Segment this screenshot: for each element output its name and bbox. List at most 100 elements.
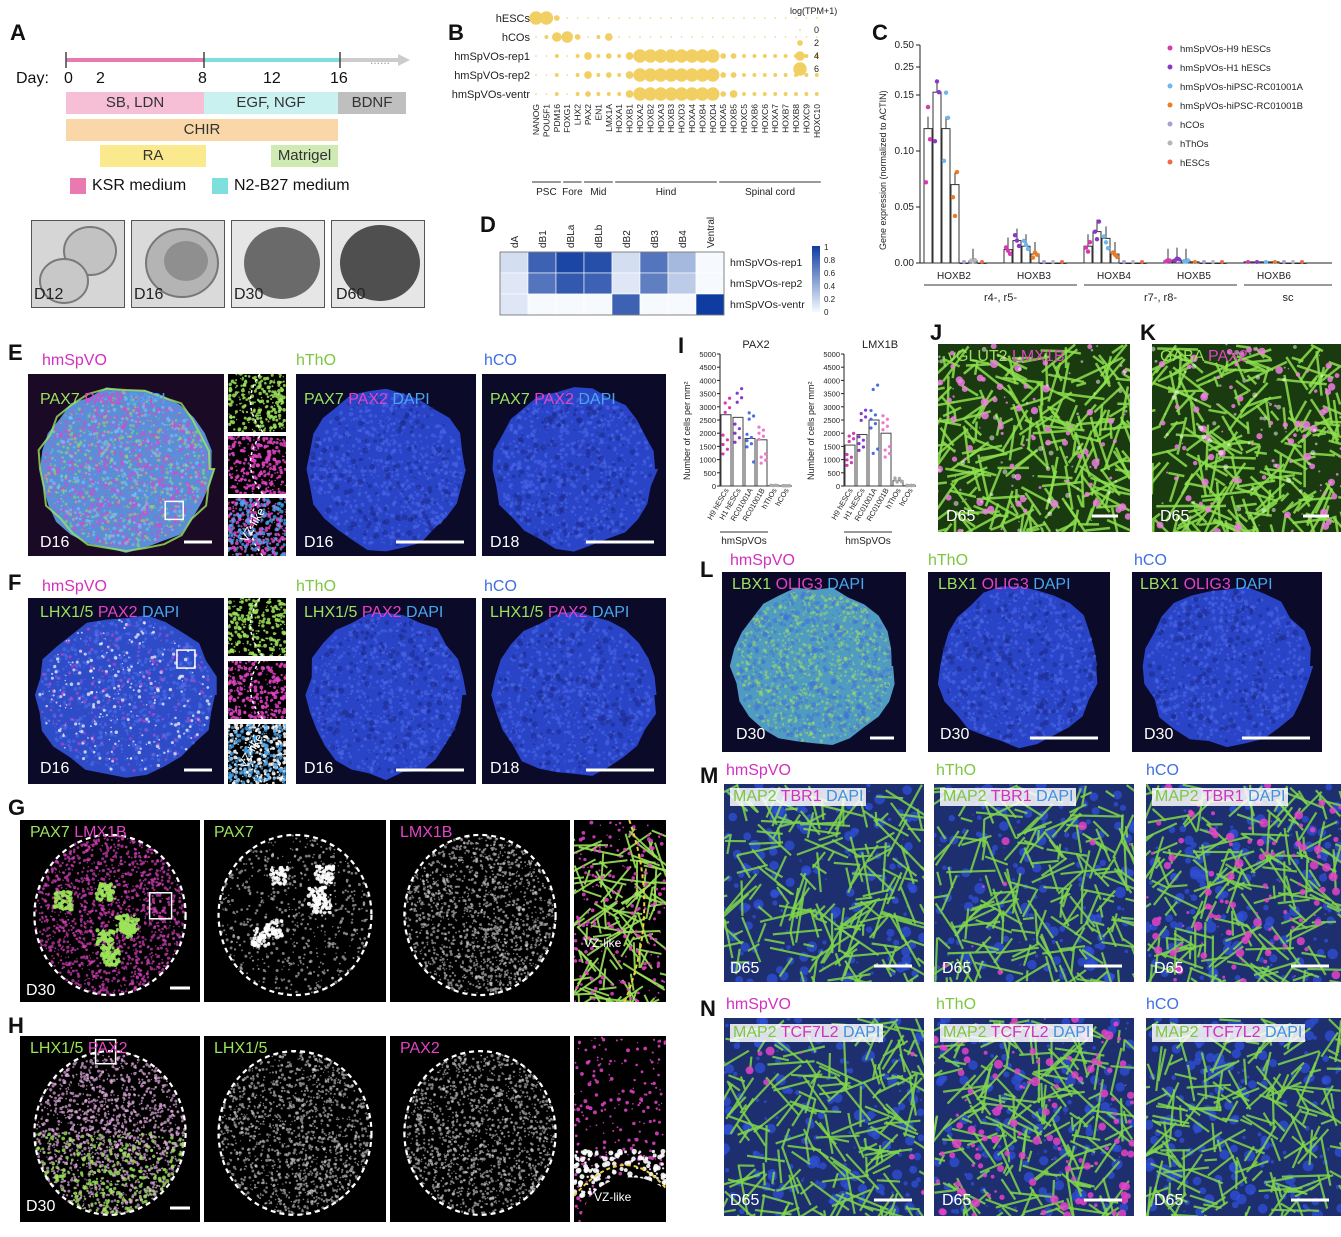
dotplot-dot [596, 35, 601, 39]
dotplot-dot [654, 68, 668, 82]
dotplot-dot [561, 31, 573, 43]
chartI-y-label: Number of cells per mm² [806, 381, 816, 480]
panel-label-c: C [872, 20, 888, 46]
l-day-hmspvo: D30 [736, 726, 765, 744]
chartI-point [752, 414, 756, 418]
dotplot-dot [539, 11, 554, 25]
dotplot-dot [545, 93, 548, 95]
f-title-hmspvo: hmSpVO [42, 578, 107, 596]
e-hmspvo-image [28, 374, 224, 556]
dotplot-dot [596, 92, 601, 96]
chartI-point [845, 452, 849, 457]
chartI-y-tick-label: 2500 [699, 416, 716, 425]
chartc-point [945, 115, 951, 121]
f-htho-image [296, 598, 476, 784]
m-day-htho: D65 [942, 960, 971, 978]
dotplot-gene-label: HOXC6 [760, 104, 770, 134]
dotplot-legend-value: 6 [814, 64, 819, 74]
f-inset-green-render [228, 598, 286, 656]
timeline-axis: ...... [65, 52, 410, 68]
chartI-point [776, 483, 780, 488]
l-title-htho: hThO [928, 552, 968, 570]
heatmap-column-label: dBLa [566, 224, 577, 248]
chartI-point [749, 442, 753, 446]
dotplot-gene-label: HOXA2 [635, 104, 645, 133]
day-prefix: Day: [16, 70, 49, 88]
panel-label-f: F [8, 570, 21, 596]
k-day: D65 [1160, 508, 1189, 526]
dotplot-dot [680, 36, 683, 38]
m-hco-image [1146, 784, 1341, 982]
panel-c-hox-expression: 0.00 0.05 0.10 0.15 0.25 0.50 Gene expression … [862, 0, 1341, 320]
e-title-htho: hThO [296, 352, 336, 370]
dotplot-dot [685, 87, 699, 101]
dotplot-dot [795, 36, 797, 38]
dotplot-row-label: hCOs [502, 32, 531, 44]
day-8: 8 [198, 70, 207, 88]
dotplot-group-label: Mid [590, 187, 606, 198]
h-vz-inset-render [574, 1036, 666, 1222]
dotplot-dot [720, 72, 727, 78]
panel-label-e: E [8, 340, 23, 366]
g-lmx1b-image [390, 820, 570, 1002]
heatmap-cell [667, 251, 697, 274]
dotplot-dot [762, 73, 767, 77]
dotplot-dot [742, 54, 746, 58]
chartc-legend-dot [1167, 45, 1173, 51]
dotplot-row-label: hmSpVOs-ventr [452, 89, 531, 101]
heatmap-cell [611, 293, 641, 316]
chartc-point [1300, 260, 1304, 264]
chartc-point [1007, 251, 1013, 257]
e-inset-green-render [228, 374, 286, 432]
chartc-point [1051, 260, 1055, 264]
m-title-htho: hThO [936, 762, 976, 780]
dotplot-dot [639, 36, 641, 38]
dotplot-dot [720, 91, 727, 97]
chartI-point [857, 441, 861, 446]
n-day-hco: D65 [1154, 1192, 1183, 1210]
chartI-point [888, 451, 892, 456]
heatmap-cell [695, 251, 725, 274]
chartc-point [1282, 260, 1286, 264]
dotplot-dot [618, 36, 620, 38]
e-stain-hco: PAX7 PAX2 DAPI [490, 391, 616, 409]
panel-label-m: M [700, 763, 718, 789]
dotplot-dot [649, 36, 652, 38]
g-merge-image [20, 820, 200, 1002]
dotplot-dot [816, 36, 818, 38]
h-lhx-image-render [204, 1036, 386, 1222]
dotplot-dot [535, 74, 537, 76]
dotplot-dot [712, 17, 714, 19]
dotplot-dot [575, 54, 580, 58]
dotplot-dot [552, 32, 562, 42]
dotplot-dot [654, 49, 668, 63]
chartc-legend-label: hmSpVOs-H9 hESCs [1180, 44, 1271, 55]
dotplot-dot [605, 72, 612, 78]
panel-i-cell-counts: PAX2 0 500 1000 1500 2000 2500 3000 3500 4000 4500… [676, 330, 926, 560]
dotplot-dot [773, 54, 778, 58]
panel-b-dotplot: hESCs hCOs hmSpVOs-rep1 hmSpVOs-rep2 hmSpVOs… [440, 0, 860, 210]
dotplot-dot [805, 36, 808, 38]
chartc-bar [923, 128, 933, 264]
chartI-point [757, 431, 761, 435]
chartI-y-tick-label: 3000 [699, 403, 716, 412]
dotplot-dot [784, 36, 787, 38]
m-hmspvo-image-render [724, 784, 924, 982]
g-stain-lmx1b: LMX1B [400, 824, 452, 842]
dotplot-dot [691, 36, 693, 38]
chartI-y-tick-label: 5000 [823, 350, 840, 359]
chartc-point [1034, 252, 1040, 257]
dotplot-dot [584, 71, 592, 79]
chartI-point [764, 452, 768, 456]
chartI-point [864, 415, 868, 419]
e-inset-magenta [228, 436, 286, 494]
heatmap-cell [527, 251, 557, 274]
chartc-point [1185, 258, 1191, 263]
chartc-legend-label: hmSpVOs-hiPSC-RC01001B [1180, 101, 1303, 112]
chartc-point [1023, 242, 1029, 248]
heatmap-cell [583, 272, 613, 295]
dotplot-gene-label: NANOG [531, 104, 541, 135]
brightfield-d30 [231, 220, 325, 308]
e-hco-image [482, 374, 666, 556]
chartI-point [876, 447, 880, 451]
